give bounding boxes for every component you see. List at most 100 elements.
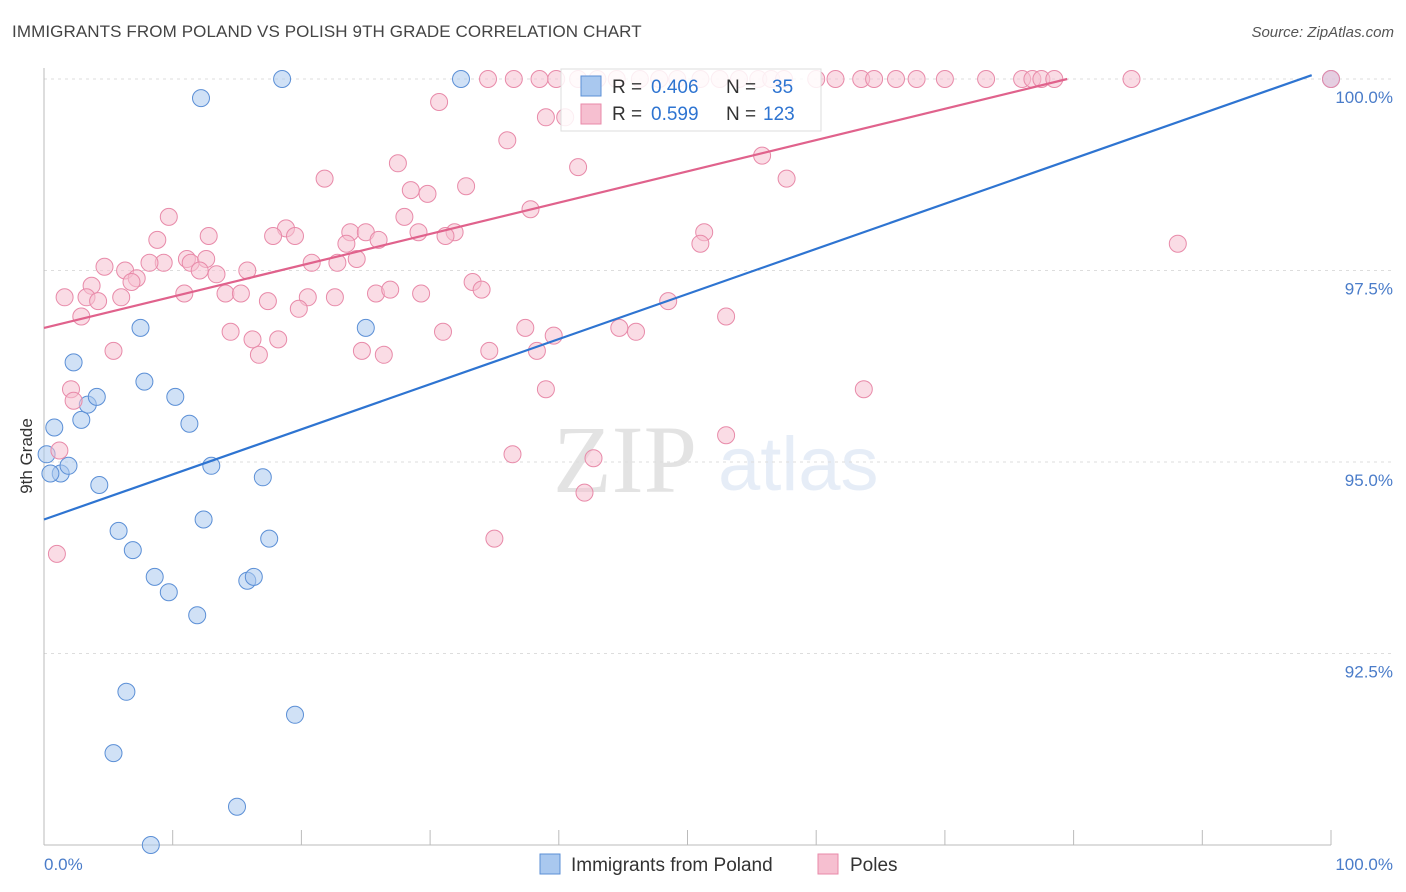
x-ticks — [172, 830, 1332, 845]
trend-lines — [43, 74, 1313, 521]
point-poles-54 — [148, 230, 167, 249]
point-immigrants-from-poland-1 — [452, 70, 470, 88]
point-immigrants-from-poland-25 — [244, 567, 263, 586]
point-poles-20 — [887, 70, 905, 88]
point-poles-59 — [1168, 234, 1187, 253]
trend-line-poles — [43, 77, 1068, 329]
point-poles-82 — [258, 292, 277, 311]
point-immigrants-from-poland-12 — [90, 476, 109, 494]
stats-legend: R = 0.406 N = 35 R = 0.599 N = 123 — [560, 68, 822, 132]
point-poles-103 — [374, 345, 393, 364]
point-immigrants-from-poland-7 — [59, 456, 78, 475]
y-tick-labels: 92.5% 95.0% 97.5% 100.0% — [1335, 88, 1393, 682]
point-poles-81 — [231, 284, 250, 303]
stats-n-value-blue: 35 — [772, 77, 793, 98]
point-poles-28 — [1122, 70, 1141, 88]
y-tick-label-0: 92.5% — [1345, 663, 1393, 682]
point-immigrants-from-poland-34 — [41, 464, 60, 483]
point-poles-90 — [289, 299, 308, 318]
point-poles-117 — [47, 544, 66, 563]
point-poles-87 — [412, 284, 431, 303]
stats-swatch-pink — [580, 103, 602, 125]
point-poles-1 — [504, 70, 523, 88]
stats-r-label-blue: R = — [612, 77, 642, 98]
point-poles-32 — [430, 93, 449, 111]
watermark-atlas: atlas — [718, 422, 879, 507]
point-poles-19 — [865, 70, 884, 88]
point-poles-38 — [777, 169, 796, 188]
point-poles-50 — [199, 227, 218, 245]
point-immigrants-from-poland-33 — [141, 836, 160, 854]
point-poles-71 — [207, 265, 226, 284]
point-immigrants-from-poland-0 — [273, 70, 292, 88]
trend-line-immigrants-from-poland — [43, 74, 1313, 521]
point-immigrants-from-poland-11 — [87, 387, 106, 406]
point-poles-113 — [584, 449, 603, 468]
point-immigrants-from-poland-21 — [188, 606, 207, 625]
stats-r-value-pink: 0.599 — [651, 104, 699, 125]
point-poles-108 — [536, 380, 555, 399]
bottom-legend: Immigrants from Poland Poles — [539, 853, 898, 876]
point-poles-67 — [140, 253, 159, 272]
point-poles-23 — [977, 70, 996, 88]
point-immigrants-from-poland-17 — [145, 567, 164, 586]
point-poles-35 — [388, 154, 407, 173]
point-poles-30 — [536, 108, 555, 127]
point-poles-74 — [122, 273, 141, 291]
point-poles-34 — [569, 158, 588, 177]
point-poles-17 — [826, 70, 845, 88]
stats-r-label-pink: R = — [612, 104, 642, 125]
point-immigrants-from-poland-15 — [131, 318, 150, 337]
point-immigrants-from-poland-18 — [159, 583, 178, 602]
point-immigrants-from-poland-3 — [192, 89, 210, 108]
point-poles-115 — [575, 483, 594, 502]
point-poles-80 — [216, 284, 235, 303]
point-poles-41 — [457, 177, 476, 196]
point-poles-70 — [190, 261, 209, 280]
stats-r-value-blue: 0.406 — [651, 77, 699, 98]
point-poles-29 — [1322, 70, 1340, 88]
point-poles-0 — [479, 70, 497, 88]
x-tick-label-max: 100.0% — [1335, 855, 1393, 874]
stats-n-label-blue: N = — [726, 77, 756, 98]
point-poles-104 — [480, 341, 499, 360]
point-immigrants-from-poland-13 — [109, 521, 128, 540]
point-immigrants-from-poland-16 — [135, 372, 154, 391]
chart-title: IMMIGRANTS FROM POLAND VS POLISH 9TH GRA… — [12, 22, 642, 41]
point-poles-97 — [516, 318, 535, 337]
gridlines — [44, 78, 1393, 654]
point-poles-100 — [717, 307, 736, 326]
point-poles-52 — [286, 227, 304, 245]
y-axis-title: 9th Grade — [17, 418, 36, 494]
point-poles-27 — [1045, 70, 1064, 88]
point-immigrants-from-poland-19 — [166, 387, 185, 406]
point-poles-93 — [221, 322, 240, 341]
point-immigrants-from-poland-14 — [123, 541, 142, 560]
point-poles-66 — [347, 250, 366, 268]
point-poles-43 — [159, 207, 178, 226]
x-tick-label-min: 0.0% — [44, 855, 83, 874]
point-poles-112 — [503, 445, 522, 464]
point-poles-114 — [50, 441, 69, 460]
point-immigrants-from-poland-5 — [45, 418, 64, 437]
point-poles-109 — [854, 380, 873, 399]
point-poles-45 — [395, 207, 414, 226]
point-immigrants-from-poland-27 — [260, 529, 279, 548]
stats-n-label-pink: N = — [726, 104, 756, 125]
point-poles-111 — [717, 426, 736, 445]
point-immigrants-from-poland-8 — [64, 353, 83, 372]
point-poles-56 — [337, 234, 356, 253]
legend-label-poles: Poles — [850, 855, 898, 876]
point-poles-40 — [418, 184, 437, 203]
point-poles-86 — [381, 280, 400, 299]
point-poles-2 — [530, 70, 549, 88]
point-poles-106 — [104, 341, 123, 360]
point-poles-94 — [243, 330, 262, 349]
point-immigrants-from-poland-29 — [356, 318, 375, 337]
point-poles-37 — [315, 169, 334, 188]
point-poles-118 — [627, 322, 645, 341]
point-immigrants-from-poland-30 — [117, 682, 136, 701]
point-poles-55 — [369, 230, 388, 249]
point-poles-95 — [269, 330, 288, 349]
point-poles-91 — [89, 292, 108, 311]
